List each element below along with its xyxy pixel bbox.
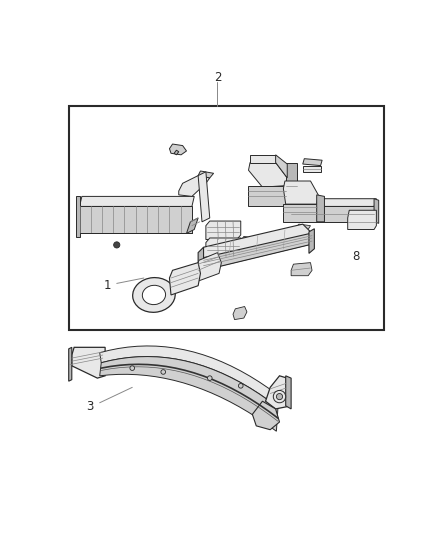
Circle shape: [238, 384, 243, 388]
Polygon shape: [303, 159, 322, 166]
Polygon shape: [286, 163, 297, 206]
Polygon shape: [206, 238, 241, 256]
Circle shape: [276, 393, 283, 400]
Ellipse shape: [142, 285, 166, 304]
Polygon shape: [286, 376, 291, 409]
Polygon shape: [198, 172, 210, 222]
Polygon shape: [283, 204, 317, 222]
Polygon shape: [100, 346, 278, 407]
Polygon shape: [303, 166, 321, 172]
Text: 1: 1: [104, 279, 111, 292]
Polygon shape: [233, 306, 247, 320]
Polygon shape: [202, 233, 312, 270]
Text: 3: 3: [86, 400, 93, 413]
Polygon shape: [170, 144, 187, 155]
Polygon shape: [248, 163, 287, 187]
Circle shape: [208, 376, 212, 381]
Circle shape: [130, 366, 134, 370]
Polygon shape: [206, 221, 241, 239]
Polygon shape: [80, 206, 192, 233]
Polygon shape: [197, 253, 221, 281]
Polygon shape: [72, 348, 105, 378]
Polygon shape: [250, 155, 276, 163]
Polygon shape: [309, 229, 314, 253]
Polygon shape: [202, 224, 312, 269]
Polygon shape: [348, 210, 376, 230]
Polygon shape: [241, 237, 255, 243]
Polygon shape: [69, 348, 72, 381]
Text: 8: 8: [352, 250, 359, 263]
Polygon shape: [80, 196, 194, 206]
Polygon shape: [174, 150, 179, 155]
Polygon shape: [291, 206, 374, 222]
Text: 2: 2: [214, 71, 221, 84]
Circle shape: [273, 391, 286, 403]
Polygon shape: [283, 181, 318, 204]
Polygon shape: [77, 196, 80, 237]
Polygon shape: [291, 199, 376, 206]
Polygon shape: [187, 218, 198, 233]
Bar: [69, 106, 384, 329]
Polygon shape: [317, 195, 325, 222]
Polygon shape: [265, 376, 287, 409]
Polygon shape: [295, 224, 311, 232]
Circle shape: [161, 370, 166, 374]
Polygon shape: [198, 247, 204, 278]
Ellipse shape: [133, 278, 175, 312]
Circle shape: [113, 242, 120, 248]
Polygon shape: [170, 263, 201, 295]
Polygon shape: [248, 185, 286, 206]
Polygon shape: [276, 155, 287, 178]
Polygon shape: [374, 199, 379, 223]
Polygon shape: [252, 401, 279, 430]
Polygon shape: [179, 175, 210, 196]
Polygon shape: [291, 263, 312, 276]
Polygon shape: [100, 357, 278, 431]
Polygon shape: [198, 171, 214, 178]
